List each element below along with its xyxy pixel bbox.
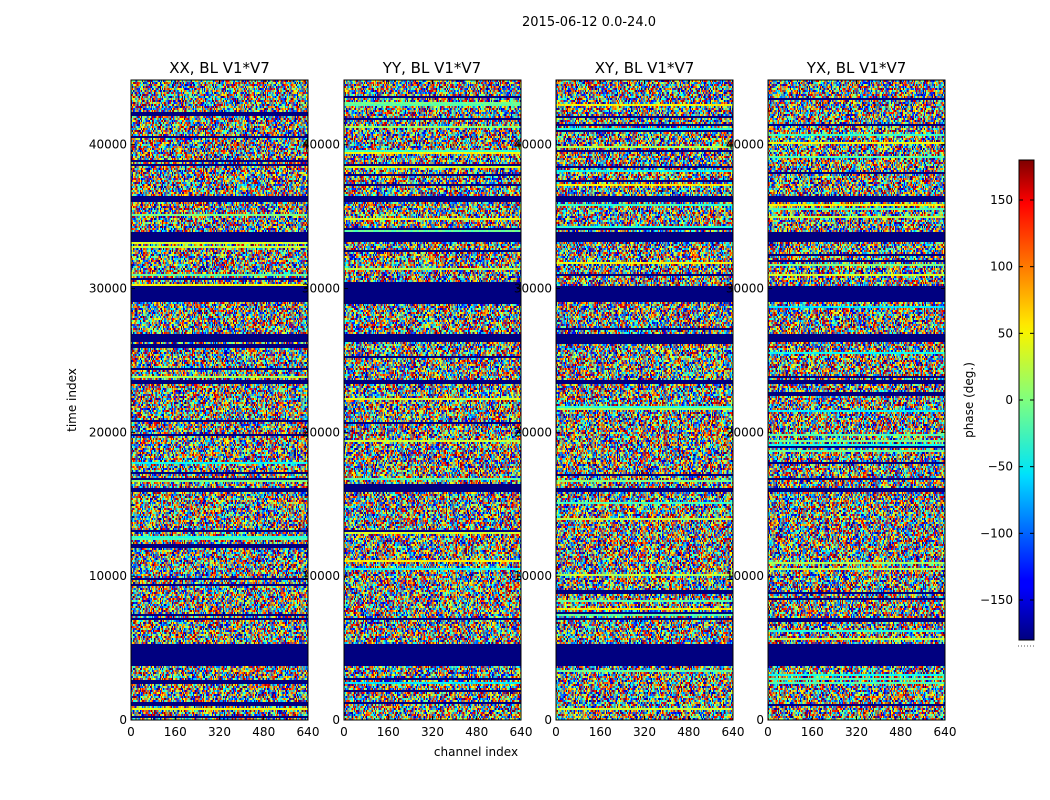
x-tick-label: 0 [764, 725, 772, 739]
y-tick-label: 30000 [89, 282, 127, 296]
x-axis-label: channel index [434, 745, 518, 759]
colorbar-tick-label: 150 [990, 193, 1013, 207]
y-tick-label: 40000 [726, 138, 764, 152]
heatmap-cells [131, 80, 308, 720]
colorbar: phase (deg.) −150 −100 −50 0 50 100 150 [962, 159, 1035, 647]
y-tick-label: 30000 [302, 282, 340, 296]
colorbar-tick-label: −50 [988, 460, 1013, 474]
x-tick-label: 0 [340, 725, 348, 739]
y-tick-label: 30000 [726, 282, 764, 296]
heatmap-panel-yy: YY, BL V1*V7 0 160 320 480 640 0 10000 20000 300… [302, 59, 533, 739]
x-tick-label: 160 [589, 725, 612, 739]
y-tick-label: 40000 [302, 138, 340, 152]
x-tick-label: 640 [510, 725, 533, 739]
heatmap-cells [768, 80, 945, 720]
y-tick-label: 0 [332, 713, 340, 727]
y-tick-label: 10000 [514, 569, 552, 583]
y-tick-label: 20000 [302, 425, 340, 439]
x-tick-label: 160 [164, 725, 187, 739]
colorbar-tick-label: −100 [980, 526, 1013, 540]
heatmap-panel-xx: XX, BL V1*V7 0 160 320 480 640 0 10000 20000 300… [89, 59, 320, 739]
x-tick-label: 160 [801, 725, 824, 739]
heatmap-panel-xy: XY, BL V1*V7 0 160 320 480 640 0 10000 20000 300… [514, 59, 745, 739]
y-tick-label: 0 [756, 713, 764, 727]
panel-title-xy: XY, BL V1*V7 [595, 59, 695, 77]
heatmap-cells [344, 80, 521, 720]
x-tick-label: 320 [421, 725, 444, 739]
x-tick-label: 320 [633, 725, 656, 739]
colorbar-label: phase (deg.) [962, 362, 976, 438]
x-tick-label: 0 [552, 725, 560, 739]
panel-title-xx: XX, BL V1*V7 [169, 59, 270, 77]
y-tick-label: 0 [544, 713, 552, 727]
panel-title-yy: YY, BL V1*V7 [382, 59, 481, 77]
y-tick-label: 40000 [514, 138, 552, 152]
y-tick-label: 30000 [514, 282, 552, 296]
colorbar-tick-label: 50 [998, 326, 1013, 340]
x-tick-label: 320 [208, 725, 231, 739]
y-tick-label: 20000 [514, 425, 552, 439]
y-tick-label: 20000 [89, 425, 127, 439]
x-tick-label: 640 [934, 725, 957, 739]
colorbar-tick-label: 0 [1005, 393, 1013, 407]
x-tick-label: 640 [297, 725, 320, 739]
y-tick-label: 10000 [726, 569, 764, 583]
y-tick-label: 10000 [89, 569, 127, 583]
x-tick-label: 320 [845, 725, 868, 739]
y-tick-label: 40000 [89, 138, 127, 152]
heatmap-panel-yx: YX, BL V1*V7 0 160 320 480 640 0 10000 20000 300… [726, 59, 957, 739]
y-tick-label: 10000 [302, 569, 340, 583]
colorbar-tick-label: 100 [990, 260, 1013, 274]
x-tick-label: 160 [377, 725, 400, 739]
y-tick-label: 0 [119, 713, 127, 727]
x-tick-label: 480 [889, 725, 912, 739]
x-tick-label: 640 [722, 725, 745, 739]
x-tick-label: 480 [252, 725, 275, 739]
heatmap-cells [556, 80, 733, 720]
x-tick-label: 0 [127, 725, 135, 739]
colorbar-tick-label: −150 [980, 593, 1013, 607]
panel-title-yx: YX, BL V1*V7 [806, 59, 907, 77]
x-tick-label: 480 [465, 725, 488, 739]
figure-suptitle: 2015-06-12 0.0-24.0 [522, 15, 656, 30]
y-tick-label: 20000 [726, 425, 764, 439]
x-tick-label: 480 [677, 725, 700, 739]
y-axis-label: time index [65, 368, 79, 432]
